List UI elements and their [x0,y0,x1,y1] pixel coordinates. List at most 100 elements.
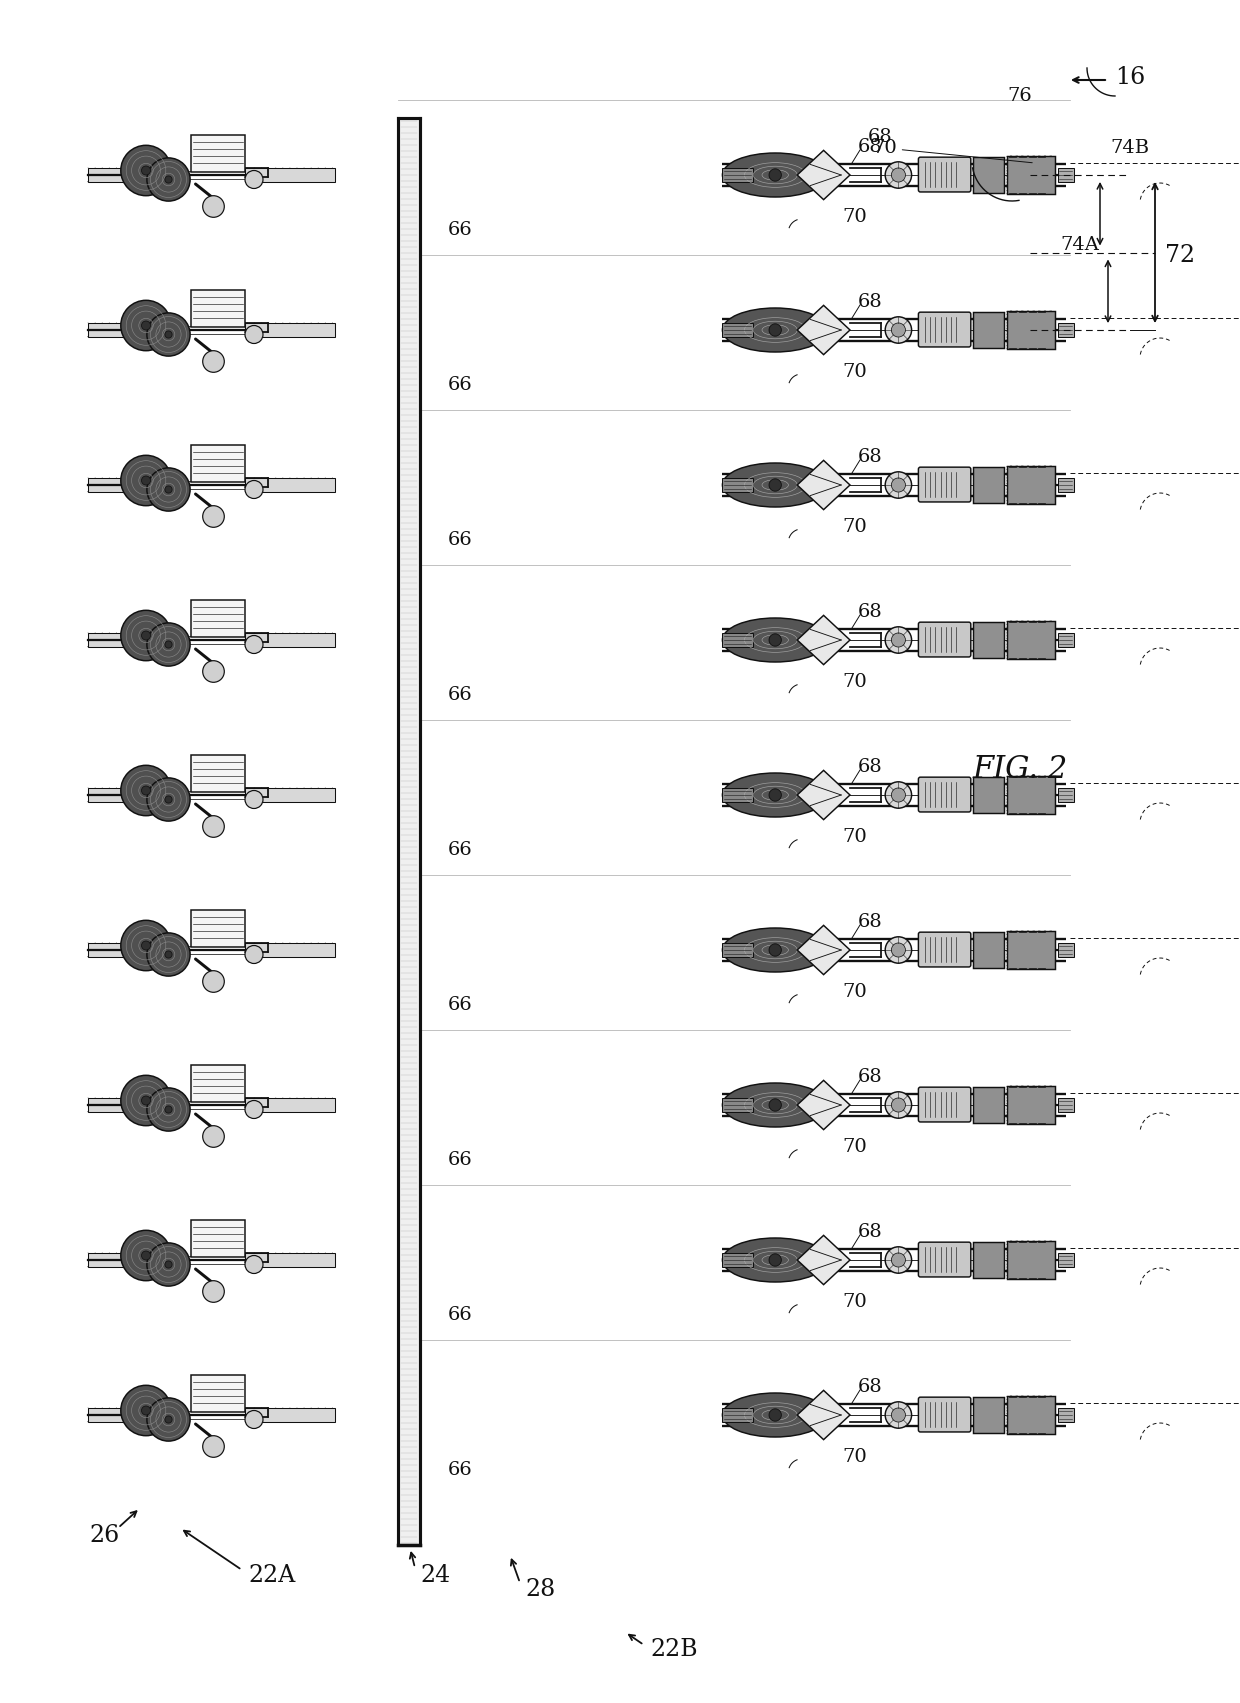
Bar [723,1408,753,1422]
Circle shape [202,661,224,683]
Circle shape [246,170,263,189]
Circle shape [885,627,911,654]
Bar [1007,930,1055,969]
Bar [1007,155,1055,194]
Bar [1058,169,1074,182]
Text: 66: 66 [448,996,472,1013]
Polygon shape [797,1080,849,1129]
Text: 70: 70 [843,983,867,1001]
Circle shape [246,480,263,499]
Text: 70: 70 [843,828,867,846]
Circle shape [892,634,905,647]
Circle shape [165,330,172,339]
Bar [246,943,335,957]
Circle shape [146,1088,190,1131]
Text: 72: 72 [1166,244,1195,266]
FancyBboxPatch shape [191,754,246,792]
Circle shape [120,455,171,506]
FancyBboxPatch shape [191,909,246,947]
Bar [1007,620,1055,659]
Ellipse shape [723,1238,828,1282]
Circle shape [146,1398,190,1441]
Ellipse shape [723,153,828,198]
Circle shape [769,1253,781,1265]
Circle shape [885,1402,911,1429]
Circle shape [885,472,911,499]
Bar [973,312,1004,347]
Circle shape [165,485,172,494]
Text: 66: 66 [448,531,472,548]
Bar [723,634,753,647]
Bar [88,1253,160,1267]
Text: 70: 70 [872,140,1032,163]
FancyBboxPatch shape [919,777,971,812]
Bar [973,467,1004,502]
Circle shape [165,1415,172,1424]
Circle shape [141,165,150,175]
Ellipse shape [723,1083,828,1127]
Bar [1007,1085,1055,1124]
Polygon shape [797,150,849,199]
Circle shape [146,1243,190,1286]
Bar [723,479,753,492]
Bar [723,1098,753,1112]
Circle shape [246,325,263,344]
Ellipse shape [723,308,828,353]
Bar [1058,324,1074,337]
Bar [723,943,753,957]
Circle shape [885,1247,911,1274]
Bar [88,943,160,957]
Text: 68: 68 [858,603,883,622]
Text: 68: 68 [868,128,893,146]
Text: 68: 68 [858,913,883,932]
Bar [88,479,160,492]
Bar [723,169,753,182]
Text: FIG. 2: FIG. 2 [972,754,1068,785]
Polygon shape [797,770,849,819]
Circle shape [246,945,263,964]
Text: 70: 70 [843,208,867,226]
Circle shape [202,1281,224,1303]
Text: 26: 26 [89,1524,120,1546]
FancyBboxPatch shape [191,444,246,482]
Bar [88,1098,160,1112]
Bar [88,1408,160,1422]
Circle shape [246,790,263,809]
FancyBboxPatch shape [919,1087,971,1122]
Bar [973,933,1004,967]
Circle shape [885,782,911,809]
Text: 28: 28 [525,1579,556,1601]
Circle shape [165,1260,172,1269]
Bar [246,479,335,492]
Circle shape [892,1408,905,1422]
FancyBboxPatch shape [191,290,246,327]
Circle shape [146,158,190,201]
Text: 66: 66 [448,376,472,393]
Bar [88,324,160,337]
Text: 22B: 22B [650,1638,698,1662]
Bar [973,1398,1004,1432]
Polygon shape [797,615,849,664]
Text: 66: 66 [448,1306,472,1323]
FancyBboxPatch shape [191,1374,246,1412]
Circle shape [165,795,172,804]
Circle shape [769,169,781,181]
Circle shape [892,788,905,802]
Circle shape [141,1252,150,1260]
Circle shape [202,351,224,373]
Circle shape [769,943,781,955]
Polygon shape [797,305,849,354]
Bar [973,777,1004,812]
Circle shape [892,479,905,492]
FancyBboxPatch shape [919,467,971,502]
Polygon shape [797,1235,849,1284]
Circle shape [246,635,263,654]
Circle shape [202,816,224,838]
Bar [1058,479,1074,492]
Bar [723,788,753,802]
Circle shape [769,634,781,645]
Text: 68: 68 [858,1068,883,1087]
Circle shape [141,632,150,640]
Circle shape [202,196,224,218]
Bar [1058,1098,1074,1112]
